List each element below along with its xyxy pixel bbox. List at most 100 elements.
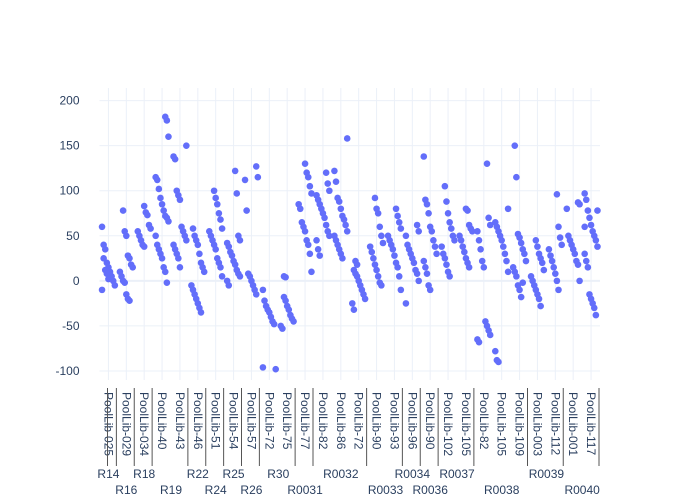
data-point (140, 243, 148, 250)
data-point (165, 133, 172, 140)
data-point (521, 250, 528, 258)
data-point (443, 261, 450, 268)
x-category-label: PoolLib-54 (227, 392, 241, 450)
x-group-label: R0032 (323, 467, 359, 481)
data-point (183, 142, 190, 149)
data-point (513, 173, 520, 181)
data-point (410, 259, 418, 267)
data-point (343, 227, 351, 235)
data-point (464, 207, 471, 214)
data-point (513, 273, 520, 280)
x-category-label: PoolLib-72 (262, 392, 276, 450)
data-point (545, 246, 553, 253)
data-point (374, 273, 382, 280)
data-point (322, 221, 330, 229)
data-point (374, 209, 382, 217)
x-category-label: PoolLib-86 (334, 392, 348, 450)
data-point (574, 261, 582, 268)
x-group-label: R0038 (484, 483, 520, 497)
data-point (161, 268, 169, 276)
data-point (392, 205, 400, 213)
data-point (371, 194, 379, 202)
data-point (252, 291, 260, 298)
data-point (153, 176, 161, 184)
data-point (485, 214, 492, 222)
data-point (522, 257, 530, 265)
x-axis: PoolLib-025 PoolLib-029 PoolLib-034 PoolLib… (97, 388, 600, 497)
data-point (504, 205, 512, 213)
data-point (233, 190, 241, 197)
data-point (321, 214, 328, 222)
data-point (446, 273, 453, 280)
data-point (314, 246, 322, 253)
data-point (158, 200, 166, 208)
x-group-label: R0040 (564, 483, 600, 497)
x-category-label: PoolLib-034 (137, 392, 151, 456)
data-point (555, 223, 562, 231)
data-point (197, 309, 205, 316)
x-category-label: PoolLib-025 (101, 392, 115, 456)
x-group-label: R0036 (413, 483, 449, 497)
data-point (285, 306, 293, 314)
data-point (582, 257, 590, 265)
data-point (339, 255, 346, 262)
data-point (394, 264, 401, 271)
data-point (282, 273, 289, 281)
data-point (337, 205, 345, 213)
data-point (491, 347, 499, 355)
data-point (353, 261, 361, 268)
data-point (558, 241, 566, 249)
data-point (340, 216, 348, 223)
data-point (425, 209, 432, 217)
x-category-label: PoolLib-90 (423, 392, 437, 450)
data-point (231, 167, 239, 175)
data-point (121, 279, 129, 286)
data-point (371, 261, 379, 268)
data-point (378, 232, 385, 240)
data-point (478, 257, 486, 265)
x-category-label: PoolLib-93 (387, 392, 401, 450)
y-tick-label: 0 (73, 274, 80, 288)
data-point (438, 243, 445, 250)
data-point (483, 160, 491, 168)
data-point (322, 169, 330, 177)
data-point (155, 185, 163, 193)
data-point (433, 250, 440, 258)
x-category-label: PoolLib-112 (548, 392, 562, 455)
x-category-label: PoolLib-51 (209, 392, 223, 450)
data-point (590, 304, 598, 312)
data-point (304, 241, 312, 249)
data-point (194, 241, 202, 249)
data-point (441, 255, 449, 262)
data-point (378, 282, 385, 289)
data-point (212, 194, 219, 202)
x-category-label: PoolLib-105 (459, 392, 473, 456)
x-group-label: R22 (187, 467, 209, 481)
data-point (475, 237, 483, 244)
data-point (402, 232, 410, 240)
data-point (430, 237, 437, 244)
data-point (290, 318, 297, 325)
x-category-label: PoolLib-96 (405, 392, 419, 450)
gridlines (99, 88, 600, 380)
data-point (313, 237, 320, 244)
x-category-label: PoolLib-40 (155, 392, 169, 450)
data-point (175, 255, 182, 262)
data-point (215, 209, 223, 217)
x-category-label: PoolLib-57 (244, 392, 258, 450)
data-point (499, 243, 507, 250)
data-point (475, 338, 483, 346)
data-point (259, 286, 267, 294)
x-category-label: PoolLib-82 (477, 392, 491, 450)
data-point (582, 196, 590, 204)
data-point (535, 295, 543, 303)
data-point (361, 295, 369, 303)
data-point (98, 286, 106, 294)
data-point (100, 255, 107, 262)
data-point (552, 270, 559, 277)
data-point (171, 155, 179, 163)
data-point (422, 264, 429, 271)
data-point (480, 264, 488, 271)
x-category-label: PoolLib-43 (173, 392, 187, 450)
data-point (370, 255, 377, 262)
